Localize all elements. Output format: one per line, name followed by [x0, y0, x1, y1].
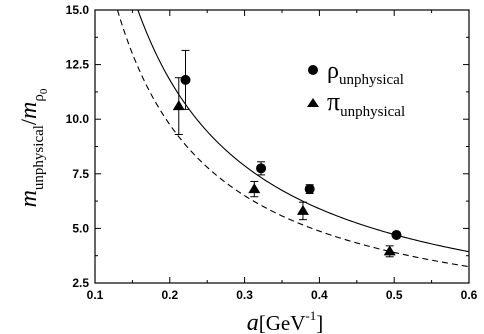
x-tick-label: 0.1 — [87, 288, 104, 302]
x-axis-title: a[GeV-1] — [247, 308, 324, 334]
tick-labels: 0.1 0.2 0.3 0.4 0.5 0.6 2.5 5.0 7.5 10.0 12.5 15.0 — [66, 3, 478, 302]
y-axis-slash: / — [16, 118, 41, 125]
axes — [94, 9, 470, 284]
pi-data-point — [248, 183, 261, 194]
x-axis-unit-exponent: -1 — [305, 308, 316, 323]
y-axis-numerator: m — [16, 190, 42, 207]
y-tick-label: 2.5 — [72, 276, 89, 290]
y-axis-denominator: m — [16, 102, 42, 119]
legend-rho-marker — [308, 65, 318, 75]
y-tick-label: 12.5 — [66, 58, 90, 72]
y-axis-denominator-subsub: 0 — [38, 88, 50, 94]
legend-pi-marker — [307, 98, 319, 107]
rho-data-point — [391, 229, 402, 240]
y-tick-label: 15.0 — [66, 3, 90, 17]
rho-fit-curve — [137, 9, 470, 253]
data-points — [172, 49, 402, 258]
x-axis-symbol: a — [247, 310, 259, 334]
legend-rho-sub: unphysical — [339, 72, 404, 88]
x-tick-label: 0.6 — [461, 288, 478, 302]
y-axis-denominator-sub: ρ — [31, 94, 47, 102]
x-axis-bracket-close: ] — [316, 311, 323, 334]
y-axis-title: munphysical/mρ0 — [16, 88, 50, 207]
legend: ρunphysical πunphysical — [307, 58, 405, 120]
x-tick-label: 0.2 — [161, 288, 178, 302]
legend-pi-symbol: π — [327, 87, 340, 116]
x-tick-label: 0.4 — [311, 288, 328, 302]
x-tick-label: 0.3 — [236, 288, 253, 302]
pi-fit-curve — [116, 9, 470, 268]
legend-rho-label: ρunphysical — [327, 58, 404, 88]
rho-data-point — [256, 163, 267, 174]
legend-pi-sub: unphysical — [340, 104, 405, 120]
y-tick-label: 10.0 — [66, 112, 90, 126]
legend-pi-label: πunphysical — [327, 87, 405, 120]
pi-data-point — [296, 204, 309, 215]
y-tick-label: 7.5 — [72, 167, 89, 181]
rho-data-point — [304, 184, 315, 195]
pi-data-point — [172, 100, 185, 111]
x-axis-unit: [GeV — [259, 311, 306, 334]
y-tick-label: 5.0 — [72, 221, 89, 235]
x-tick-label: 0.5 — [386, 288, 403, 302]
pi-data-point — [383, 245, 396, 256]
plot-frame — [94, 9, 470, 284]
y-axis-numerator-sub: unphysical — [31, 125, 47, 190]
fit-curves — [116, 9, 470, 268]
legend-rho-symbol: ρ — [327, 58, 339, 84]
rho-data-point — [180, 74, 191, 85]
